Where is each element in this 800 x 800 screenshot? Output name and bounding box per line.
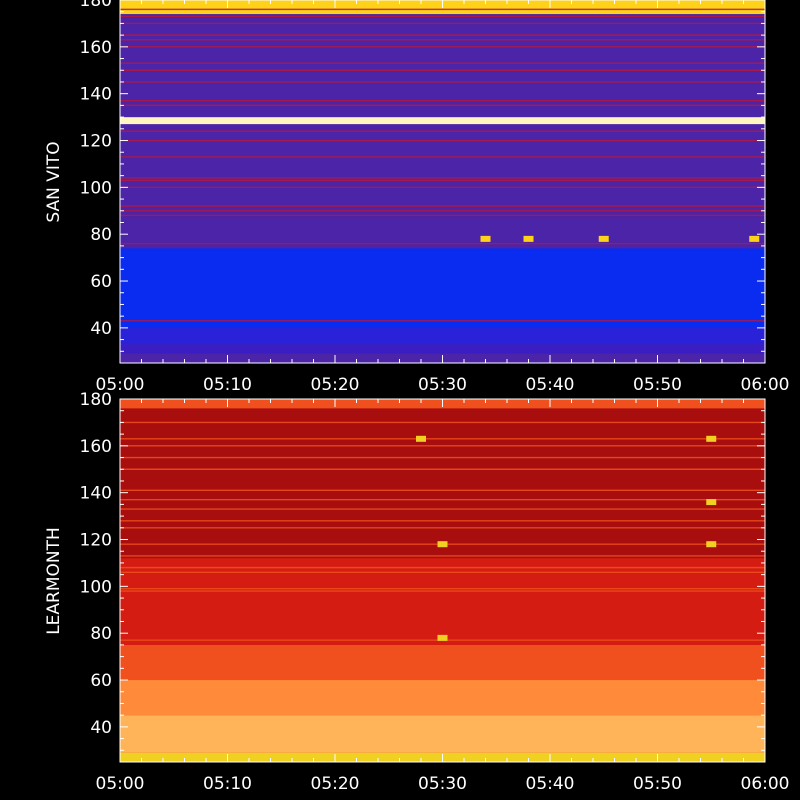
san-vito-spectrogram — [120, 0, 765, 363]
san-vito-burst — [598, 235, 609, 242]
learmonth-x-tick-label: 05:30 — [418, 774, 467, 794]
learmonth-band — [120, 408, 765, 559]
san-vito-x-tick-label: 05:10 — [203, 375, 252, 395]
learmonth-y-tick-label: 180 — [80, 390, 112, 410]
learmonth-y-axis-label: LEARMONTH — [44, 527, 64, 635]
san-vito-y-tick-label: 100 — [80, 178, 112, 198]
learmonth-x-tick-label: 05:00 — [96, 774, 145, 794]
san-vito-burst — [480, 235, 491, 242]
learmonth-y-tick-label: 80 — [90, 624, 112, 644]
san-vito-band — [120, 117, 765, 125]
learmonth-x-tick-label: 05:20 — [311, 774, 360, 794]
learmonth-band — [120, 715, 765, 753]
learmonth-burst — [437, 634, 448, 641]
learmonth-burst — [437, 541, 448, 548]
learmonth-burst — [706, 541, 717, 548]
learmonth-band — [120, 644, 765, 681]
learmonth-x-tick-label: 05:50 — [633, 774, 682, 794]
san-vito-y-tick-label: 60 — [90, 272, 112, 292]
learmonth-spectrogram — [120, 399, 765, 762]
san-vito-y-tick-label: 140 — [80, 85, 112, 105]
learmonth-y-tick-label: 160 — [80, 437, 112, 457]
san-vito-y-tick-label: 40 — [90, 319, 112, 339]
san-vito-y-tick-label: 160 — [80, 38, 112, 58]
san-vito-band — [120, 124, 765, 218]
learmonth-x-tick-label: 05:40 — [526, 774, 575, 794]
san-vito-y-tick-label: 180 — [80, 0, 112, 11]
san-vito-band — [120, 344, 765, 354]
san-vito-y-axis-label: SAN VITO — [44, 141, 64, 222]
learmonth-y-tick-label: 40 — [90, 718, 112, 738]
learmonth-y-tick-label: 120 — [80, 531, 112, 551]
san-vito-x-tick-label: 05:50 — [633, 375, 682, 395]
learmonth-burst — [416, 435, 426, 442]
learmonth-y-tick-label: 140 — [80, 484, 112, 504]
san-vito-burst — [523, 235, 534, 242]
san-vito-burst — [749, 235, 760, 242]
san-vito-x-tick-label: 05:40 — [526, 375, 575, 395]
learmonth-band — [120, 558, 765, 645]
learmonth-x-tick-label: 06:00 — [741, 774, 790, 794]
learmonth-burst — [706, 499, 717, 506]
san-vito-band — [120, 248, 765, 328]
learmonth-y-tick-label: 100 — [80, 577, 112, 597]
learmonth-panel: LEARMONTH 40 60 80 100 120 140 160 180 05:00 05:1… — [44, 390, 790, 794]
san-vito-band — [120, 327, 765, 345]
san-vito-y-tick-label: 80 — [90, 225, 112, 245]
learmonth-band — [120, 680, 765, 716]
san-vito-x-tick-label: 06:00 — [741, 375, 790, 395]
san-vito-panel: SAN VITO 40 60 80 100 120 140 160 180 05:00 05:10… — [44, 0, 790, 395]
san-vito-x-tick-label: 05:00 — [96, 375, 145, 395]
san-vito-x-tick-label: 05:20 — [311, 375, 360, 395]
learmonth-x-tick-label: 05:10 — [203, 774, 252, 794]
san-vito-y-tick-label: 120 — [80, 132, 112, 152]
san-vito-x-tick-label: 05:30 — [418, 375, 467, 395]
learmonth-y-tick-label: 60 — [90, 671, 112, 691]
learmonth-burst — [706, 435, 717, 442]
